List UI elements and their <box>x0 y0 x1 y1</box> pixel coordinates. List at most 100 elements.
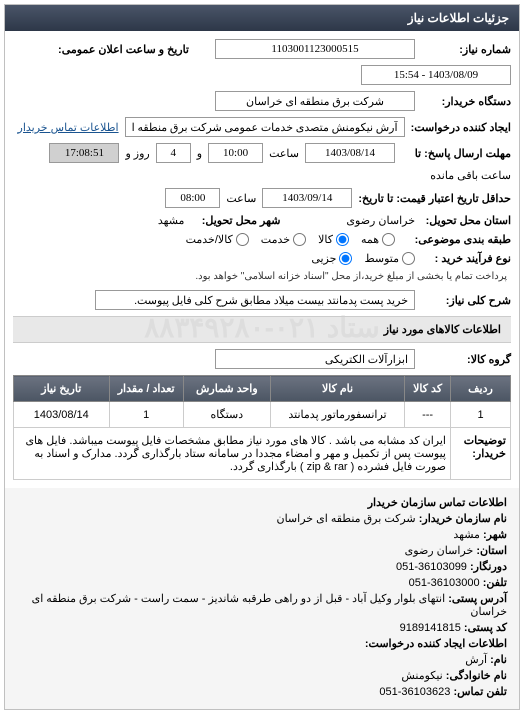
address-value: انتهای بلوار وکیل آباد - قبل از دو راهی … <box>32 593 507 618</box>
org-label: نام سازمان خریدار: <box>419 513 507 525</box>
th-name: نام کالا <box>270 376 404 402</box>
postal-value: 9189141815 <box>400 622 461 634</box>
phone-label: تلفن: <box>483 577 507 589</box>
radio-service[interactable]: خدمت <box>261 233 306 246</box>
buyer-input[interactable] <box>215 91 415 111</box>
response-label: مهلت ارسال پاسخ: تا <box>401 147 511 160</box>
row-request-number: شماره نیاز: تاریخ و ساعت اعلان عمومی: <box>13 39 511 85</box>
table-row: 1 --- ترانسفورماتور پدمانتد دستگاه 1 140… <box>14 402 511 428</box>
goods-table: ردیف کد کالا نام کالا واحد شمارش تعداد /… <box>13 375 511 480</box>
td-qty: 1 <box>109 402 183 428</box>
radio-medium-input[interactable] <box>402 252 415 265</box>
process-label: نوع فرآیند خرید : <box>421 252 511 265</box>
fax-label: دورنگار: <box>470 561 507 573</box>
province-label: استان محل تحویل: <box>421 214 511 227</box>
radio-goods-input[interactable] <box>336 233 349 246</box>
time-label-2: ساعت <box>226 192 256 205</box>
validity-date-input[interactable] <box>262 188 352 208</box>
td-date: 1403/08/14 <box>14 402 110 428</box>
validity-time-input[interactable] <box>165 188 220 208</box>
datetime-input[interactable] <box>361 65 511 85</box>
remaining-label: ساعت باقی مانده <box>430 169 511 182</box>
classification-label: طبقه بندی موضوعی: <box>401 233 511 246</box>
contact-link[interactable]: اطلاعات تماس خریدار <box>18 121 119 134</box>
th-date: تاریخ نیاز <box>14 376 110 402</box>
details-panel: جزئیات اطلاعات نیاز شماره نیاز: تاریخ و … <box>4 4 520 710</box>
th-row: ردیف <box>451 376 511 402</box>
need-desc-input[interactable] <box>95 290 415 310</box>
th-code: کد کالا <box>405 376 451 402</box>
contact-section: اطلاعات تماس سازمان خریدار نام سازمان خر… <box>5 488 519 709</box>
radio-goods[interactable]: کالا <box>318 233 349 246</box>
td-code: --- <box>405 402 451 428</box>
creator-input[interactable] <box>125 117 405 137</box>
th-unit: واحد شمارش <box>183 376 270 402</box>
radio-all-label: همه <box>361 233 379 246</box>
goods-section-title: اطلاعات کالاهای مورد نیاز <box>13 316 511 343</box>
table-desc-row: توضیحات خریدار: ایران کد مشابه می باشد .… <box>14 428 511 480</box>
days-input[interactable] <box>156 143 191 163</box>
row-classification: طبقه بندی موضوعی: همه کالا خدمت کالا/خدم… <box>13 233 511 246</box>
process-radios: متوسط جزیی <box>311 252 415 265</box>
postal-label: کد پستی: <box>464 622 507 634</box>
th-qty: تعداد / مقدار <box>109 376 183 402</box>
response-date-input[interactable] <box>305 143 395 163</box>
address-label: آدرس پستی: <box>448 593 507 605</box>
row-location: استان محل تحویل: خراسان رضوی شهر محل تحو… <box>13 214 511 227</box>
panel-title: جزئیات اطلاعات نیاز <box>5 5 519 31</box>
cname-value: آرش <box>465 654 487 666</box>
desc-text: ایران کد مشابه می باشد . کالا های مورد ن… <box>14 428 451 480</box>
row-need-desc: شرح کلی نیاز: <box>13 290 511 310</box>
row-buyer: دستگاه خریدار: <box>13 91 511 111</box>
contact-title: اطلاعات تماس سازمان خریدار <box>368 497 507 509</box>
goods-group-input[interactable] <box>215 349 415 369</box>
td-unit: دستگاه <box>183 402 270 428</box>
radio-medium[interactable]: متوسط <box>364 252 415 265</box>
row-goods-group: گروه کالا: <box>13 349 511 369</box>
radio-goods-service-label: کالا/خدمت <box>186 233 233 246</box>
req-number-input[interactable] <box>215 39 415 59</box>
goods-group-label: گروه کالا: <box>421 353 511 366</box>
creator-label: ایجاد کننده درخواست: <box>411 121 511 134</box>
radio-medium-label: متوسط <box>364 252 399 265</box>
datetime-label: تاریخ و ساعت اعلان عمومی: <box>58 43 189 56</box>
row-validity: حداقل تاریخ اعتبار قیمت: تا تاریخ: ساعت <box>13 188 511 208</box>
fax-value: 36103099-051 <box>396 561 467 573</box>
row-response-deadline: مهلت ارسال پاسخ: تا ساعت و روز و ساعت با… <box>13 143 511 182</box>
td-row: 1 <box>451 402 511 428</box>
classification-radios: همه کالا خدمت کالا/خدمت <box>186 233 395 246</box>
radio-partial-input[interactable] <box>339 252 352 265</box>
row-process: نوع فرآیند خرید : متوسط جزیی پرداخت تمام… <box>13 252 511 282</box>
response-time-input[interactable] <box>208 143 263 163</box>
process-note: پرداخت تمام یا بخشی از مبلغ خرید،از محل … <box>195 271 507 282</box>
buyer-label: دستگاه خریدار: <box>421 95 511 108</box>
remaining-time-input <box>49 143 119 163</box>
row-creator: ایجاد کننده درخواست: اطلاعات تماس خریدار <box>13 117 511 137</box>
ccity-label: شهر: <box>483 529 507 541</box>
cfamily-value: نیکومنش <box>401 670 442 682</box>
radio-service-input[interactable] <box>293 233 306 246</box>
radio-all[interactable]: همه <box>361 233 395 246</box>
td-name: ترانسفورماتور پدمانتد <box>270 402 404 428</box>
cphone-value: 36103623-051 <box>379 686 450 698</box>
city-label: شهر محل تحویل: <box>190 214 280 227</box>
radio-goods-service[interactable]: کالا/خدمت <box>186 233 249 246</box>
panel-body: شماره نیاز: تاریخ و ساعت اعلان عمومی: دس… <box>5 31 519 488</box>
city-value: مشهد <box>158 214 185 227</box>
creator-title: اطلاعات ایجاد کننده درخواست: <box>365 638 507 650</box>
radio-goods-label: کالا <box>318 233 333 246</box>
radio-goods-service-input[interactable] <box>236 233 249 246</box>
validity-label: حداقل تاریخ اعتبار قیمت: تا تاریخ: <box>358 192 511 205</box>
day-label: روز و <box>125 147 149 160</box>
radio-partial[interactable]: جزیی <box>311 252 352 265</box>
desc-label: توضیحات خریدار: <box>451 428 511 480</box>
org-value: شرکت برق منطقه ای خراسان <box>277 513 416 525</box>
radio-all-input[interactable] <box>382 233 395 246</box>
cname-label: نام: <box>490 654 507 666</box>
time-label-1: ساعت <box>269 147 299 160</box>
phone-value: 36103000-051 <box>409 577 480 589</box>
radio-partial-label: جزیی <box>311 252 336 265</box>
table-header-row: ردیف کد کالا نام کالا واحد شمارش تعداد /… <box>14 376 511 402</box>
and-label: و <box>197 147 202 160</box>
req-number-label: شماره نیاز: <box>421 43 511 56</box>
